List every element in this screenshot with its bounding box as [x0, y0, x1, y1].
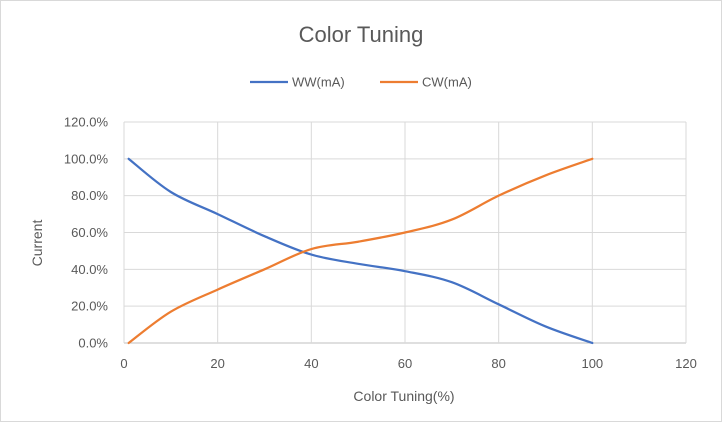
- x-tick-label: 60: [398, 356, 412, 371]
- x-tick-label: 80: [491, 356, 505, 371]
- legend-label: WW(mA): [292, 75, 345, 90]
- y-tick-label: 40.0%: [71, 262, 108, 277]
- y-tick-label: 60.0%: [71, 225, 108, 240]
- y-tick-label: 100.0%: [64, 151, 109, 166]
- series-line-2: [127, 157, 594, 345]
- y-axis-ticks: 0.0% 20.0% 40.0% 60.0% 80.0% 100.0% 120.0%: [64, 115, 109, 351]
- chart-title: Color Tuning: [299, 22, 424, 47]
- x-tick-label: 100: [581, 356, 603, 371]
- legend-label: CW(mA): [422, 75, 472, 90]
- x-tick-label: 0: [120, 356, 127, 371]
- series-lines: [127, 157, 594, 345]
- y-tick-label: 0.0%: [78, 336, 108, 351]
- x-tick-label: 120: [675, 356, 697, 371]
- series-line-1: [127, 157, 594, 345]
- legend: WW(mA) CW(mA): [250, 75, 472, 90]
- y-tick-label: 20.0%: [71, 299, 108, 314]
- x-tick-label: 40: [304, 356, 318, 371]
- y-axis-title: Current: [29, 220, 45, 267]
- x-axis-title: Color Tuning(%): [353, 388, 454, 404]
- y-tick-label: 120.0%: [64, 115, 109, 130]
- x-tick-label: 20: [210, 356, 224, 371]
- x-axis-ticks: 0 20 40 60 80 100 120: [120, 356, 696, 371]
- y-tick-label: 80.0%: [71, 188, 108, 203]
